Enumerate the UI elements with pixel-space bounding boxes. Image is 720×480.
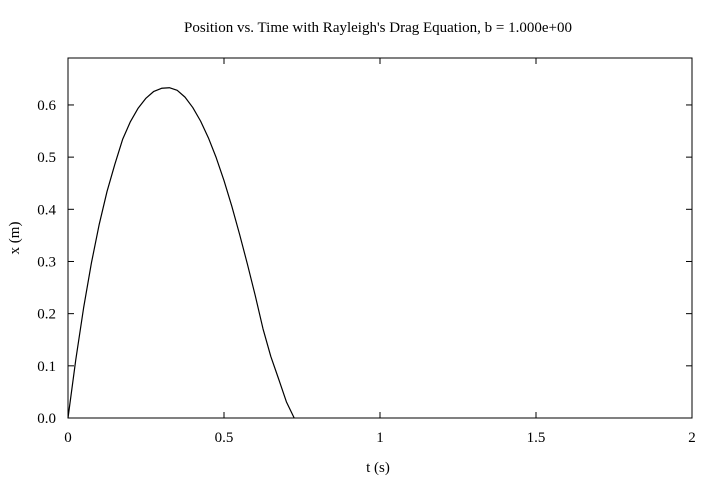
y-tick-label: 0.5	[37, 150, 56, 166]
x-axis-label: t (s)	[366, 460, 390, 476]
y-axis-label: x (m)	[7, 222, 23, 255]
x-tick-label: 0	[64, 430, 72, 446]
y-tick-label: 0.4	[37, 202, 56, 218]
series-layer	[67, 87, 295, 419]
x-tick-label: 0.5	[215, 430, 234, 446]
x-tick-label: 2	[688, 430, 696, 446]
x-tick-label: 1	[376, 430, 384, 446]
y-axis: 0.0 0.1 0.2 0.3 0.4 0.5 0.6	[37, 98, 692, 427]
y-tick-label: 0.1	[37, 359, 56, 375]
y-tick-label: 0.3	[37, 254, 56, 270]
series-line	[67, 87, 295, 419]
y-tick-label: 0.0	[37, 411, 56, 427]
x-axis: 0 0.5 1 1.5 2	[64, 58, 696, 446]
chart-title: Position vs. Time with Rayleigh's Drag E…	[184, 20, 572, 36]
plot-frame	[67, 57, 693, 419]
x-tick-label: 1.5	[527, 430, 546, 446]
y-tick-label: 0.2	[37, 307, 56, 323]
y-tick-label: 0.6	[37, 98, 56, 114]
